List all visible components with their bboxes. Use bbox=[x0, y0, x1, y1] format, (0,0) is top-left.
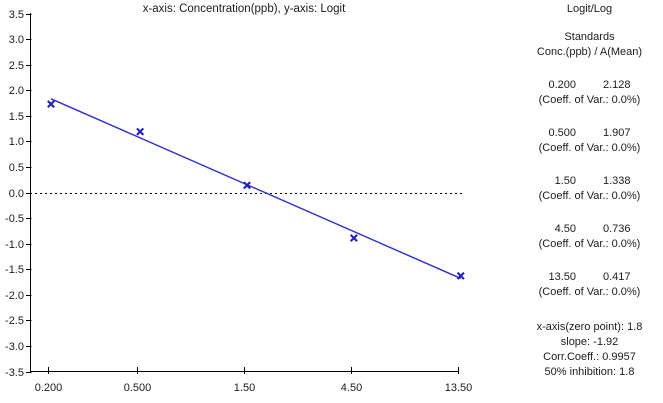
data-point-marker bbox=[136, 127, 145, 136]
axes-line bbox=[30, 13, 459, 372]
standard-conc: 0.500 bbox=[548, 127, 576, 139]
x-axis-tick-label: 1.50 bbox=[234, 382, 255, 394]
corr-coeff-result: Corr.Coeff.: 0.9957 bbox=[543, 351, 636, 363]
standard-conc: 0.200 bbox=[548, 79, 576, 91]
standards-columns-header: Conc.(ppb) / A(Mean) bbox=[536, 46, 643, 58]
standard-values: 13.50 0.417 bbox=[516, 270, 663, 285]
standard-conc: 4.50 bbox=[554, 223, 576, 235]
y-axis-tick-label: -0.5 bbox=[5, 213, 24, 225]
standards-title: Standards bbox=[564, 31, 615, 43]
standard-a-mean: 2.128 bbox=[603, 79, 631, 91]
standard-values: 0.200 2.128 bbox=[516, 78, 663, 93]
fit-results: x-axis(zero point): 1.8 slope: -1.92 Cor… bbox=[516, 320, 663, 380]
data-point-marker bbox=[47, 100, 55, 108]
standard-cv: (Coeff. of Var.: 0.0%) bbox=[538, 94, 641, 106]
data-point-marker bbox=[456, 271, 465, 280]
zero-point-result: x-axis(zero point): 1.8 bbox=[536, 321, 643, 333]
calibration-chart: 3.5 3.0 2.5 2.0 1.5 1.0 0.5 0.0 -0.5 -1.0 -1.5 -2.0… bbox=[5, 9, 473, 394]
method-name: Logit/Log bbox=[566, 3, 613, 15]
y-axis-tick-label: 0.0 bbox=[9, 188, 24, 200]
standard-cv: (Coeff. of Var.: 0.0%) bbox=[538, 190, 641, 202]
y-axis-tick-label: -2.0 bbox=[5, 290, 24, 302]
standard-row: 1.50 1.338 (Coeff. of Var.: 0.0%) bbox=[516, 174, 663, 204]
standard-a-mean: 0.417 bbox=[603, 271, 631, 283]
standard-a-mean: 1.907 bbox=[603, 127, 631, 139]
y-axis-tick-label: -2.5 bbox=[5, 315, 24, 327]
standard-a-mean: 0.736 bbox=[603, 223, 631, 235]
y-axis-tick-label: 2.0 bbox=[9, 85, 24, 97]
x-axis-tick-label: 4.50 bbox=[341, 382, 362, 394]
standard-conc: 1.50 bbox=[554, 175, 576, 187]
chart-title: x-axis: Concentration(ppb), y-axis: Logi… bbox=[142, 3, 346, 15]
slope-result: slope: -1.92 bbox=[560, 336, 619, 348]
regression-line bbox=[50, 98, 462, 280]
inhibition-result: 50% inhibition: 1.8 bbox=[544, 366, 635, 378]
standard-row: 0.200 2.128 (Coeff. of Var.: 0.0%) bbox=[516, 78, 663, 108]
y-axis-tick-label: 3.5 bbox=[9, 9, 24, 21]
standard-cv: (Coeff. of Var.: 0.0%) bbox=[538, 142, 641, 154]
x-axis-tick-label: 0.500 bbox=[124, 382, 152, 394]
x-axis-tick-label: 13.50 bbox=[445, 382, 473, 394]
standard-row: 4.50 0.736 (Coeff. of Var.: 0.0%) bbox=[516, 222, 663, 252]
standard-conc: 13.50 bbox=[548, 271, 576, 283]
results-panel: Logit/Log Standards Conc.(ppb) / A(Mean)… bbox=[516, 2, 663, 380]
standard-row: 13.50 0.417 (Coeff. of Var.: 0.0%) bbox=[516, 270, 663, 300]
y-axis-tick-label: 2.5 bbox=[9, 60, 24, 72]
x-axis-tick-label: 0.200 bbox=[35, 382, 63, 394]
y-axis-tick-label: 3.0 bbox=[9, 34, 24, 46]
standard-cv: (Coeff. of Var.: 0.0%) bbox=[538, 238, 641, 250]
y-axis-tick-label: 0.5 bbox=[9, 162, 24, 174]
y-axis-tick-label: 1.5 bbox=[9, 111, 24, 123]
data-point-marker bbox=[349, 234, 358, 242]
y-axis-tick-label: -3.0 bbox=[5, 341, 24, 353]
data-point-marker bbox=[243, 181, 251, 190]
standard-a-mean: 1.338 bbox=[603, 175, 631, 187]
standard-values: 1.50 1.338 bbox=[516, 174, 663, 189]
y-axis-tick-label: -1.0 bbox=[5, 239, 24, 251]
y-axis-tick-label: 1.0 bbox=[9, 136, 24, 148]
y-axis-tick-label: -3.5 bbox=[5, 367, 24, 379]
standard-row: 0.500 1.907 (Coeff. of Var.: 0.0%) bbox=[516, 126, 663, 156]
y-axis-tick-label: -1.5 bbox=[5, 264, 24, 276]
standard-values: 0.500 1.907 bbox=[516, 126, 663, 141]
standard-values: 4.50 0.736 bbox=[516, 222, 663, 237]
standard-cv: (Coeff. of Var.: 0.0%) bbox=[538, 286, 641, 298]
